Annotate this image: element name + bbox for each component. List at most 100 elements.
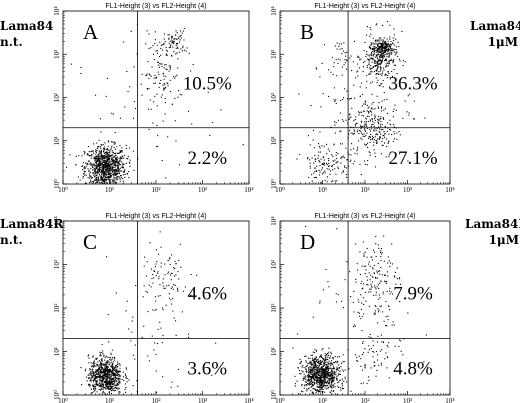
data-point: [92, 372, 94, 374]
data-point: [390, 41, 392, 43]
data-point: [365, 87, 367, 89]
data-point: [112, 113, 114, 115]
data-point: [112, 166, 114, 168]
data-point: [325, 385, 327, 387]
data-point: [349, 57, 351, 59]
data-point: [188, 333, 190, 335]
data-point: [375, 50, 377, 52]
data-point: [311, 376, 313, 378]
data-point: [373, 51, 375, 53]
data-point: [382, 25, 384, 27]
data-point: [334, 168, 336, 170]
data-point: [111, 349, 113, 351]
data-point: [378, 287, 380, 289]
data-point: [354, 40, 356, 42]
data-point: [378, 298, 380, 300]
data-point: [333, 368, 335, 370]
data-point: [305, 384, 307, 386]
data-point: [88, 357, 90, 359]
data-point: [346, 159, 348, 161]
data-point: [108, 341, 110, 343]
data-point: [171, 103, 173, 105]
data-point: [363, 303, 365, 305]
data-point: [98, 179, 100, 181]
data-point: [108, 387, 110, 389]
data-point: [377, 40, 379, 42]
data-point: [346, 59, 348, 61]
data-point: [117, 159, 119, 161]
lower-right-percent: 4.8%: [393, 359, 433, 380]
data-point: [313, 172, 315, 174]
data-point: [105, 176, 107, 178]
data-point: [101, 360, 103, 362]
data-point: [377, 39, 379, 41]
data-point: [111, 384, 113, 386]
data-point: [121, 155, 123, 157]
data-point: [90, 168, 92, 170]
data-point: [106, 386, 108, 388]
data-point: [375, 60, 377, 62]
data-point: [104, 374, 106, 376]
data-point: [190, 294, 192, 296]
data-point: [326, 143, 328, 145]
data-point: [332, 358, 334, 360]
data-point: [141, 73, 143, 75]
data-point: [319, 300, 321, 302]
data-point: [177, 37, 179, 39]
data-point: [392, 116, 394, 118]
data-point: [381, 47, 383, 49]
data-point: [342, 388, 344, 390]
data-point: [334, 159, 336, 161]
data-point: [104, 371, 106, 373]
data-point: [330, 387, 332, 389]
data-point: [325, 381, 327, 383]
data-point: [321, 62, 323, 64]
data-point: [101, 165, 103, 167]
data-point: [101, 372, 103, 374]
data-point: [357, 75, 359, 77]
data-point: [314, 167, 316, 169]
data-point: [378, 130, 380, 132]
data-point: [373, 130, 375, 132]
data-point: [97, 361, 99, 363]
data-point: [107, 145, 109, 147]
data-point: [331, 376, 333, 378]
data-point: [305, 355, 307, 357]
data-point: [321, 374, 323, 376]
data-point: [320, 362, 322, 364]
data-point: [321, 382, 323, 384]
data-point: [90, 181, 92, 183]
data-point: [387, 346, 389, 348]
data-point: [101, 377, 103, 379]
data-point: [384, 142, 386, 144]
data-point: [312, 351, 314, 353]
data-point: [96, 358, 98, 360]
data-point: [106, 165, 108, 167]
data-point: [325, 268, 327, 270]
data-point: [111, 379, 113, 381]
data-point: [380, 116, 382, 118]
data-point: [95, 388, 97, 390]
data-point: [107, 366, 109, 368]
data-point: [390, 44, 392, 46]
data-point: [104, 369, 106, 371]
data-point: [335, 361, 337, 363]
data-point: [118, 164, 120, 166]
data-point: [112, 368, 114, 370]
data-point: [116, 381, 118, 383]
data-point: [94, 365, 96, 367]
data-point: [106, 166, 108, 168]
data-point: [336, 157, 338, 159]
data-point: [326, 363, 328, 365]
data-point: [107, 375, 109, 377]
data-point: [157, 145, 159, 147]
data-point: [374, 108, 376, 110]
data-point: [181, 94, 183, 96]
data-point: [337, 166, 339, 168]
data-point: [363, 133, 365, 135]
data-point: [97, 180, 99, 182]
data-point: [372, 42, 374, 44]
data-point: [112, 369, 114, 371]
data-point: [178, 368, 180, 370]
data-point: [87, 355, 89, 357]
